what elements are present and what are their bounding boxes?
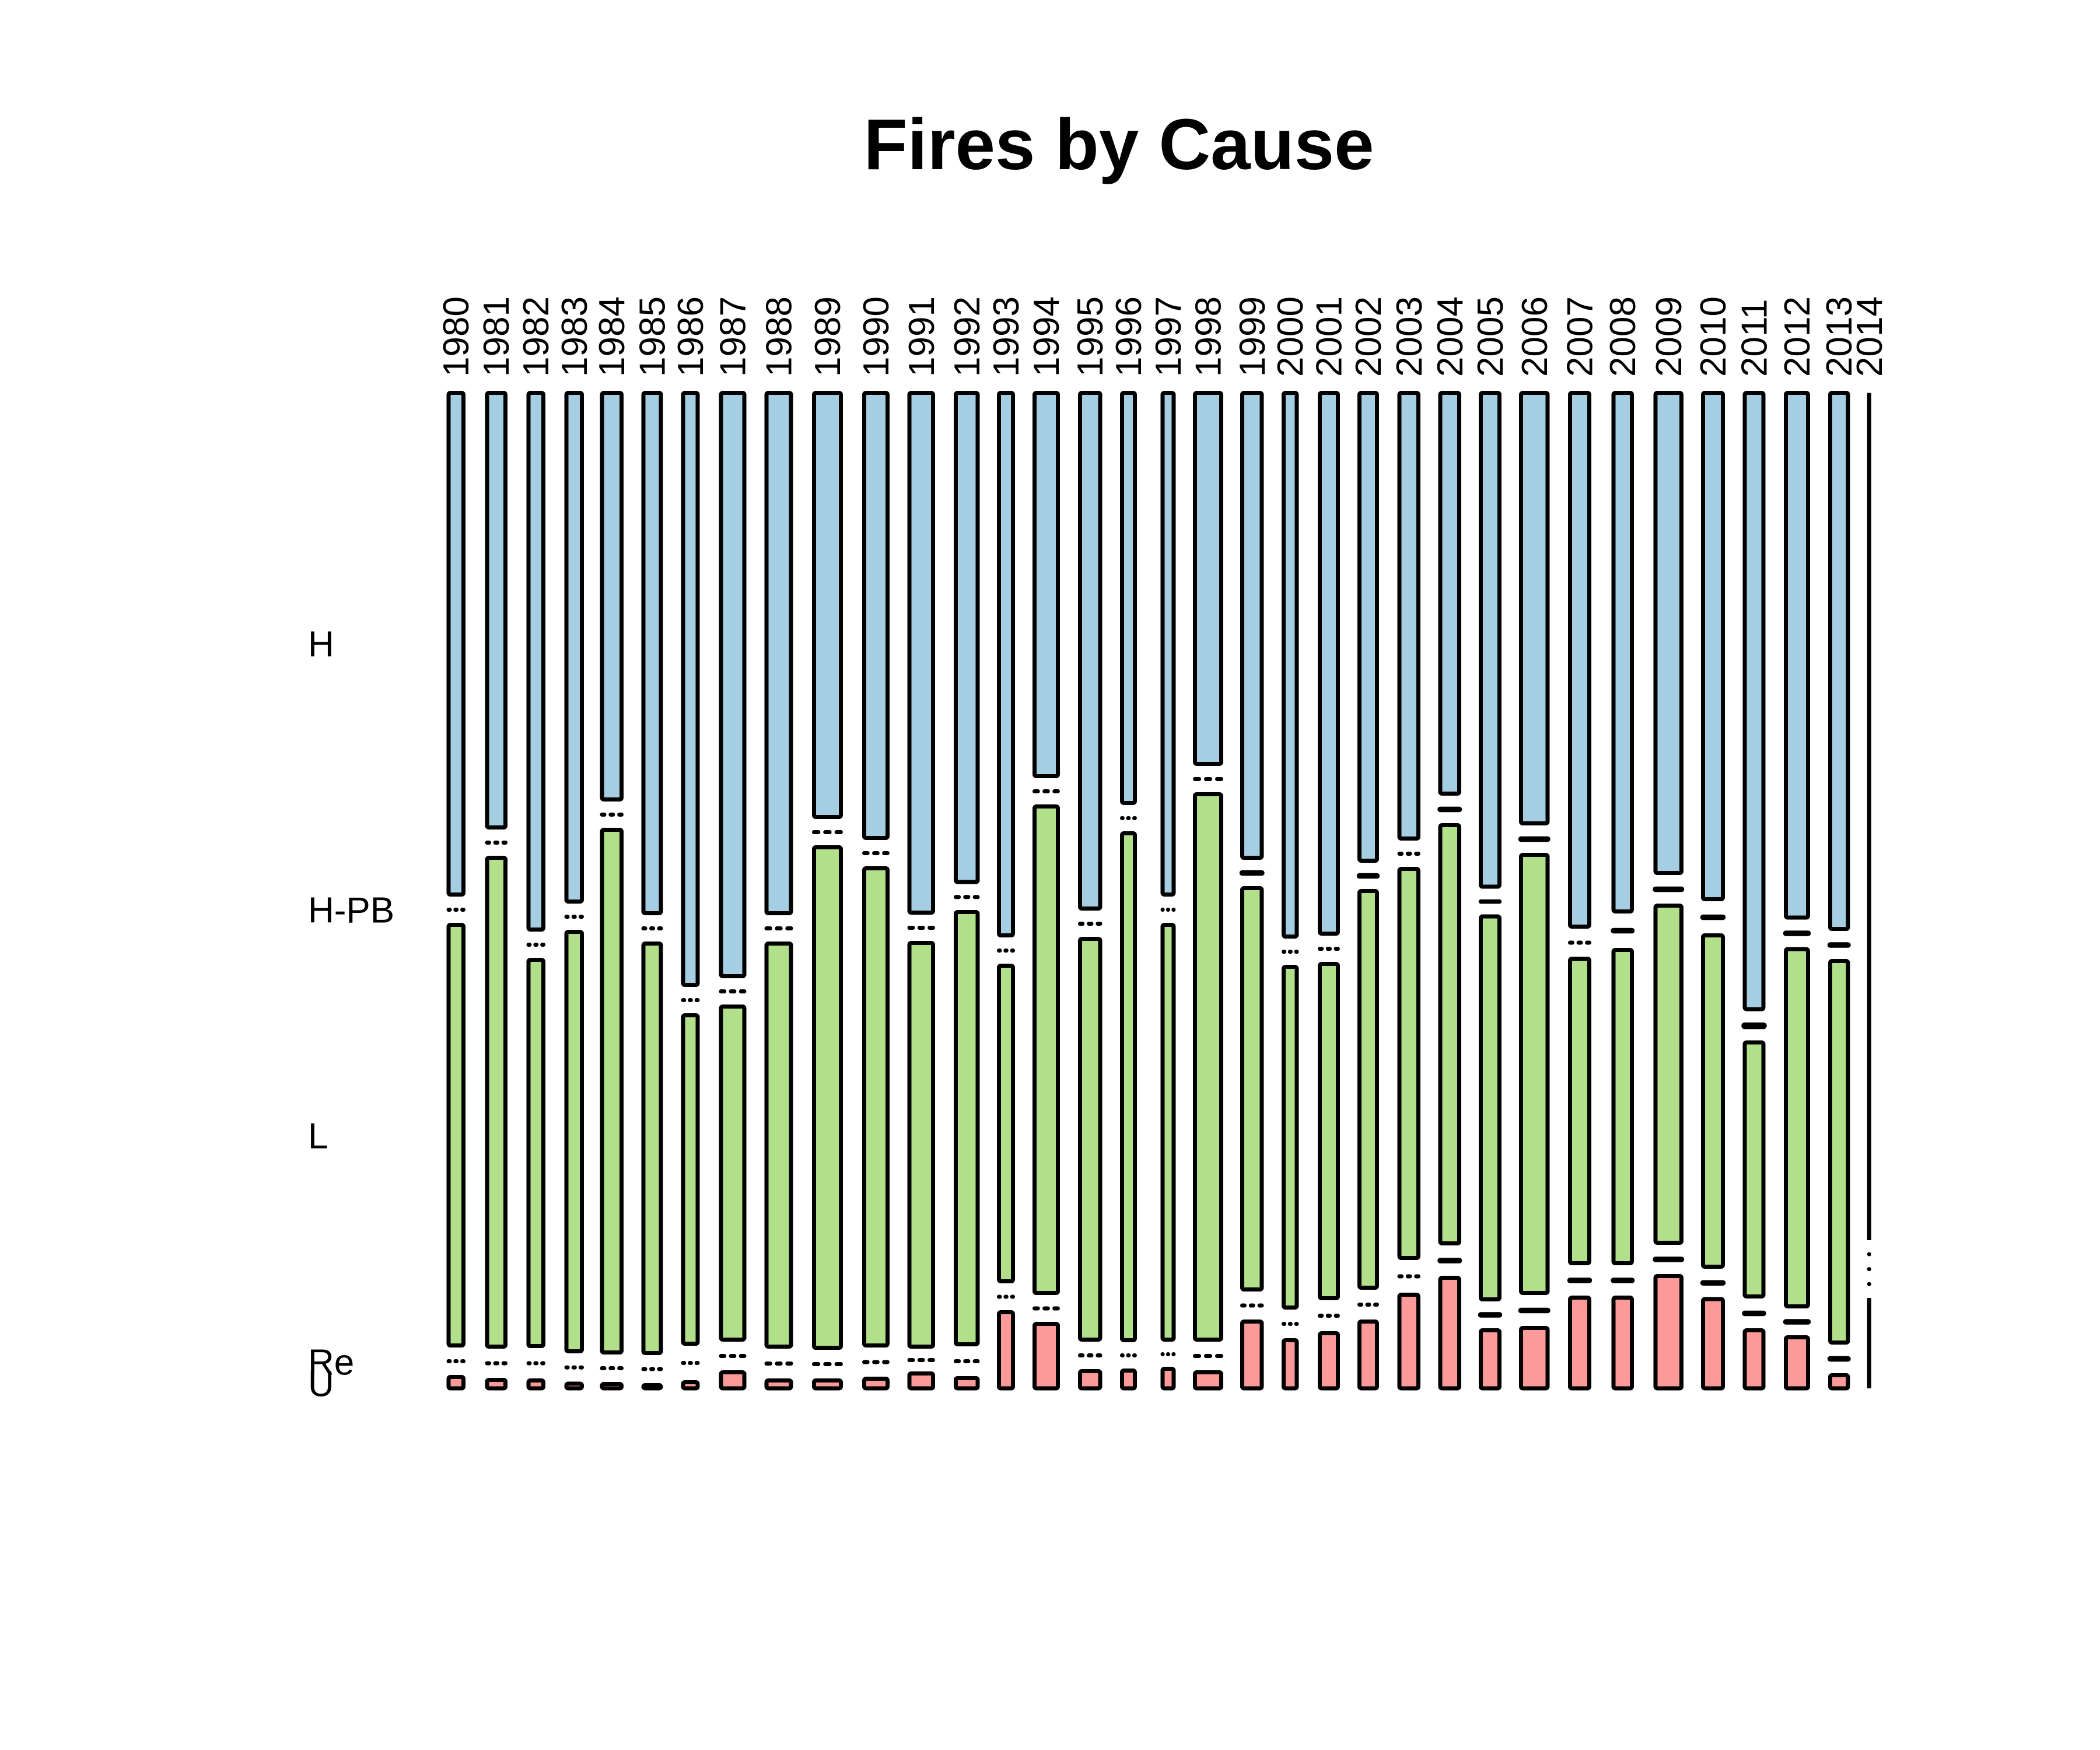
svg-text:H: H — [308, 625, 334, 665]
svg-text:2005: 2005 — [1471, 296, 1511, 377]
svg-text:1994: 1994 — [1027, 296, 1067, 377]
svg-text:1985: 1985 — [633, 296, 673, 377]
svg-text:Fires by Cause: Fires by Cause — [863, 105, 1374, 185]
svg-text:1996: 1996 — [1109, 296, 1149, 377]
svg-text:H-PB: H-PB — [308, 891, 394, 931]
svg-text:1992: 1992 — [947, 296, 988, 377]
svg-text:2009: 2009 — [1649, 296, 1689, 377]
svg-text:2013: 2013 — [1819, 296, 1860, 377]
svg-text:2002: 2002 — [1349, 296, 1389, 377]
svg-text:1984: 1984 — [592, 296, 632, 377]
svg-text:1983: 1983 — [555, 296, 595, 377]
svg-text:2010: 2010 — [1693, 296, 1734, 377]
svg-text:1989: 1989 — [808, 296, 848, 377]
svg-text:2007: 2007 — [1560, 296, 1601, 377]
svg-text:2003: 2003 — [1390, 296, 1430, 377]
svg-text:1995: 1995 — [1070, 296, 1111, 377]
svg-text:2008: 2008 — [1603, 296, 1643, 377]
svg-text:2012: 2012 — [1777, 296, 1818, 377]
svg-text:Re: Re — [308, 1343, 354, 1383]
svg-text:2000: 2000 — [1270, 296, 1311, 377]
svg-text:L: L — [308, 1116, 328, 1157]
svg-text:1993: 1993 — [986, 296, 1027, 377]
svg-text:1988: 1988 — [760, 296, 800, 377]
svg-text:1982: 1982 — [516, 296, 556, 377]
svg-text:U: U — [308, 1364, 334, 1405]
svg-text:2006: 2006 — [1515, 296, 1555, 377]
svg-text:1981: 1981 — [477, 296, 517, 377]
svg-text:1986: 1986 — [671, 296, 711, 377]
svg-text:2004: 2004 — [1430, 296, 1471, 377]
svg-text:2001: 2001 — [1310, 296, 1350, 377]
svg-text:1987: 1987 — [713, 296, 754, 377]
svg-text:1997: 1997 — [1149, 296, 1189, 377]
svg-text:1998: 1998 — [1189, 296, 1229, 377]
svg-text:1990: 1990 — [856, 296, 897, 377]
svg-text:1980: 1980 — [436, 296, 477, 377]
svg-text:1991: 1991 — [902, 296, 942, 377]
svg-text:2014: 2014 — [1850, 296, 1890, 377]
svg-text:2011: 2011 — [1735, 299, 1775, 377]
svg-text:1999: 1999 — [1233, 296, 1273, 377]
